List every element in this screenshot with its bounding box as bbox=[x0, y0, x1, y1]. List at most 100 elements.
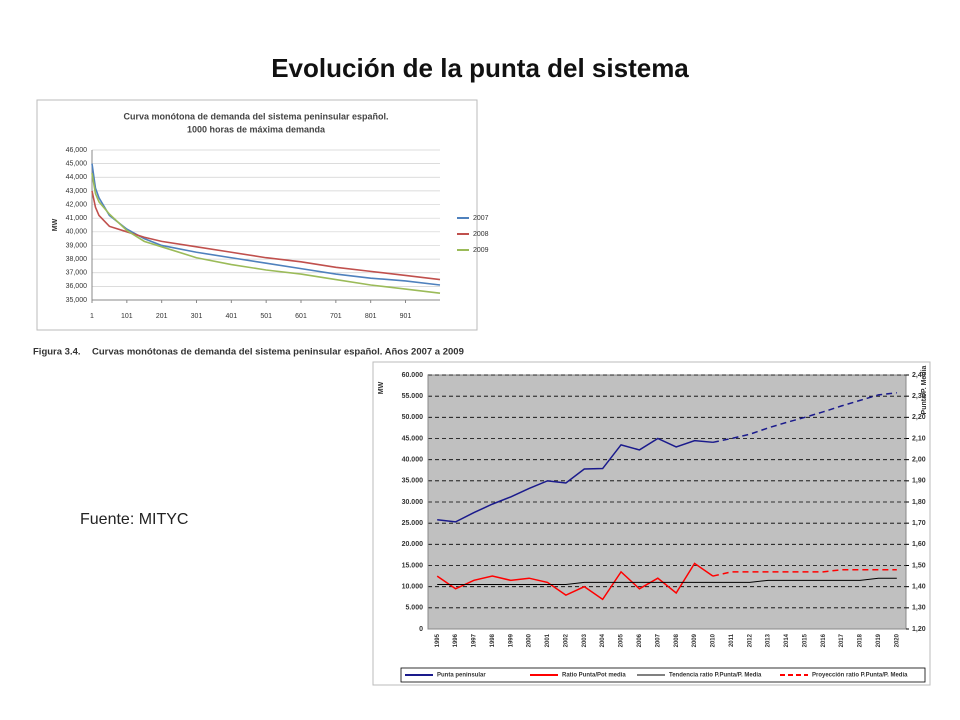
series-line bbox=[436, 562, 714, 601]
x-tick-label: 2004 bbox=[600, 633, 606, 647]
x-tick-label: 2008 bbox=[674, 633, 680, 647]
legend-label: Ratio Punta/Pot media bbox=[562, 673, 626, 679]
y-tick-label: 45.000 bbox=[402, 435, 424, 442]
x-tick-label: 501 bbox=[260, 313, 272, 320]
x-tick-label: 2005 bbox=[619, 633, 625, 647]
y-tick-label: 25.000 bbox=[402, 520, 424, 527]
y2-tick-label: 1,30 bbox=[912, 605, 926, 612]
source: Fuente: MITYC bbox=[80, 511, 188, 528]
y-tick-label: 38,000 bbox=[66, 256, 88, 263]
y-tick-label: 45,000 bbox=[66, 160, 88, 167]
chart-subtitle: 1000 horas de máxima demanda bbox=[187, 124, 326, 134]
caption: Curvas monótonas de demanda del sistema … bbox=[92, 347, 464, 358]
chart-title: Curva monótona de demanda del sistema pe… bbox=[123, 111, 388, 121]
x-tick-label: 1997 bbox=[472, 633, 478, 647]
x-tick-label: 2018 bbox=[858, 633, 864, 647]
y2-tick-label: 2,40 bbox=[912, 372, 926, 379]
y-tick-label: 36,000 bbox=[66, 283, 88, 290]
y-tick-label: 55.000 bbox=[402, 393, 424, 400]
y-tick-label: 43,000 bbox=[66, 188, 88, 195]
legend-label: 2007 bbox=[473, 215, 489, 222]
x-tick-label: 2011 bbox=[729, 633, 735, 647]
y-tick-label: 44,000 bbox=[66, 174, 88, 181]
x-tick-label: 1998 bbox=[490, 633, 496, 647]
x-tick-label: 2007 bbox=[655, 633, 661, 647]
y2-tick-label: 1,50 bbox=[912, 562, 926, 569]
legend-label: 2009 bbox=[473, 247, 489, 254]
x-tick-label: 801 bbox=[365, 313, 377, 320]
x-tick-label: 901 bbox=[400, 313, 412, 320]
y2-tick-label: 2,20 bbox=[912, 414, 926, 421]
y-tick-label: 40,000 bbox=[66, 229, 88, 236]
y2-tick-label: 1,20 bbox=[912, 626, 926, 633]
legend-label: Tendencia ratio P.Punta/P. Media bbox=[669, 673, 762, 679]
chart-frame bbox=[36, 99, 478, 331]
y-tick-label: 35,000 bbox=[66, 297, 88, 304]
x-tick-label: 2000 bbox=[527, 633, 533, 647]
x-tick-label: 2016 bbox=[821, 633, 827, 647]
y-axis-label: MW bbox=[378, 381, 385, 394]
y2-axis-label: Punta/P. Media bbox=[921, 365, 928, 414]
x-tick-label: 301 bbox=[191, 313, 203, 320]
y-tick-label: 15.000 bbox=[402, 562, 424, 569]
y-tick-label: 46,000 bbox=[66, 147, 88, 154]
x-tick-label: 2017 bbox=[839, 633, 845, 647]
y2-tick-label: 1,40 bbox=[912, 584, 926, 591]
series-line bbox=[437, 437, 714, 523]
x-tick-label: 2019 bbox=[876, 633, 882, 647]
legend-label: Punta peninsular bbox=[437, 673, 486, 679]
y-tick-label: 5.000 bbox=[405, 605, 423, 612]
x-tick-label: 101 bbox=[121, 313, 133, 320]
series-line bbox=[437, 577, 897, 586]
y2-tick-label: 1,60 bbox=[912, 541, 926, 548]
x-tick-label: 2020 bbox=[894, 633, 900, 647]
y2-tick-label: 2,30 bbox=[912, 393, 926, 400]
y2-tick-label: 1,80 bbox=[912, 499, 926, 506]
series-line bbox=[91, 173, 441, 294]
series-line bbox=[712, 392, 897, 444]
y-tick-label: 40.000 bbox=[402, 457, 424, 464]
x-tick-label: 1999 bbox=[508, 633, 514, 647]
x-tick-label: 2010 bbox=[711, 633, 717, 647]
y-tick-label: 20.000 bbox=[402, 541, 424, 548]
legend-label: Proyección ratio P.Punta/P. Media bbox=[812, 673, 908, 679]
series-line bbox=[91, 190, 441, 281]
y2-tick-label: 2,00 bbox=[912, 457, 926, 464]
y-tick-label: 39,000 bbox=[66, 242, 88, 249]
y-tick-label: 60.000 bbox=[402, 372, 424, 379]
y2-tick-label: 1,90 bbox=[912, 478, 926, 485]
y-tick-label: 37,000 bbox=[66, 270, 88, 277]
x-tick-label: 2012 bbox=[747, 633, 753, 647]
y-tick-label: 10.000 bbox=[402, 584, 424, 591]
slide-title: Evolución de la punta del sistema bbox=[271, 53, 689, 83]
series-line bbox=[712, 568, 897, 577]
y-tick-label: 30.000 bbox=[402, 499, 424, 506]
y-tick-label: 41,000 bbox=[66, 215, 88, 222]
x-tick-label: 2003 bbox=[582, 633, 588, 647]
y2-tick-label: 2,10 bbox=[912, 435, 926, 442]
y-tick-label: 42,000 bbox=[66, 201, 88, 208]
x-tick-label: 2001 bbox=[545, 633, 551, 647]
x-tick-label: 1995 bbox=[435, 633, 441, 647]
legend-label: 2008 bbox=[473, 231, 489, 238]
y2-tick-label: 1,70 bbox=[912, 520, 926, 527]
x-tick-label: 2006 bbox=[637, 633, 643, 647]
y-axis-label: MW bbox=[52, 218, 59, 231]
x-tick-label: 2015 bbox=[802, 633, 808, 647]
x-tick-label: 2014 bbox=[784, 633, 790, 647]
caption-label: Figura 3.4. bbox=[33, 347, 81, 358]
x-tick-label: 201 bbox=[156, 313, 168, 320]
y-tick-label: 50.000 bbox=[402, 414, 424, 421]
x-tick-label: 2013 bbox=[766, 633, 772, 647]
x-tick-label: 401 bbox=[225, 313, 237, 320]
x-tick-label: 701 bbox=[330, 313, 342, 320]
series-line bbox=[91, 163, 441, 286]
x-tick-label: 1 bbox=[90, 313, 94, 320]
x-tick-label: 601 bbox=[295, 313, 307, 320]
y-tick-label: 35.000 bbox=[402, 478, 424, 485]
x-tick-label: 2002 bbox=[563, 633, 569, 647]
x-tick-label: 1996 bbox=[453, 633, 459, 647]
x-tick-label: 2009 bbox=[692, 633, 698, 647]
y-tick-label: 0 bbox=[419, 626, 423, 633]
